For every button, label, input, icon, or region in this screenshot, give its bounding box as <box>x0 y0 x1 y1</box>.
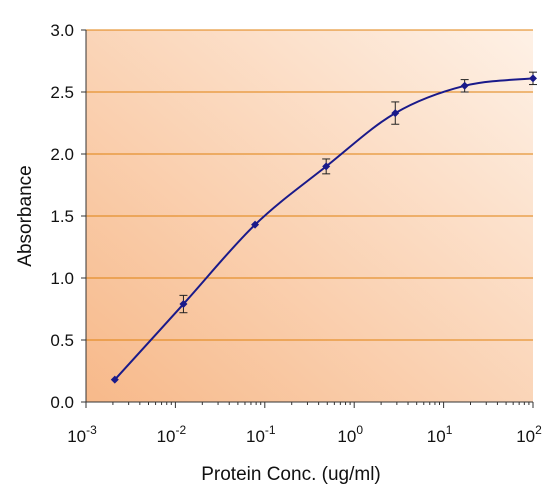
y-axis-title: Absorbance <box>15 165 36 266</box>
x-tick-label: 10-3 <box>67 423 97 446</box>
data-point <box>322 162 331 171</box>
axes <box>81 29 534 408</box>
data-point <box>391 109 400 118</box>
x-axis-title: Protein Conc. (ug/ml) <box>201 464 381 485</box>
y-tick-label: 0.5 <box>50 331 74 350</box>
y-tick-label: 3.0 <box>50 21 74 40</box>
data-point <box>529 74 537 83</box>
x-tick-label: 102 <box>516 423 542 446</box>
y-tick-label: 1.0 <box>50 269 74 288</box>
y-tick-label: 2.0 <box>50 145 74 164</box>
y-tick-label: 0.0 <box>50 393 74 412</box>
y-tick-label: 1.5 <box>50 207 74 226</box>
x-tick-label: 10-2 <box>157 423 187 446</box>
data-point <box>460 81 469 90</box>
grid-lines <box>86 29 533 341</box>
data-point <box>179 300 188 309</box>
y-tick-label: 2.5 <box>50 83 74 102</box>
data-point <box>251 220 260 229</box>
x-tick-label: 100 <box>337 423 363 446</box>
x-tick-labels: 10-3 10-2 10-1 100 101 102 <box>67 423 542 446</box>
x-tick-label: 10-1 <box>246 423 276 446</box>
data-series <box>110 71 537 384</box>
x-tick-label: 101 <box>427 423 453 446</box>
y-tick-labels: 0.0 0.5 1.0 1.5 2.0 2.5 3.0 <box>50 21 74 412</box>
data-point <box>110 375 119 384</box>
